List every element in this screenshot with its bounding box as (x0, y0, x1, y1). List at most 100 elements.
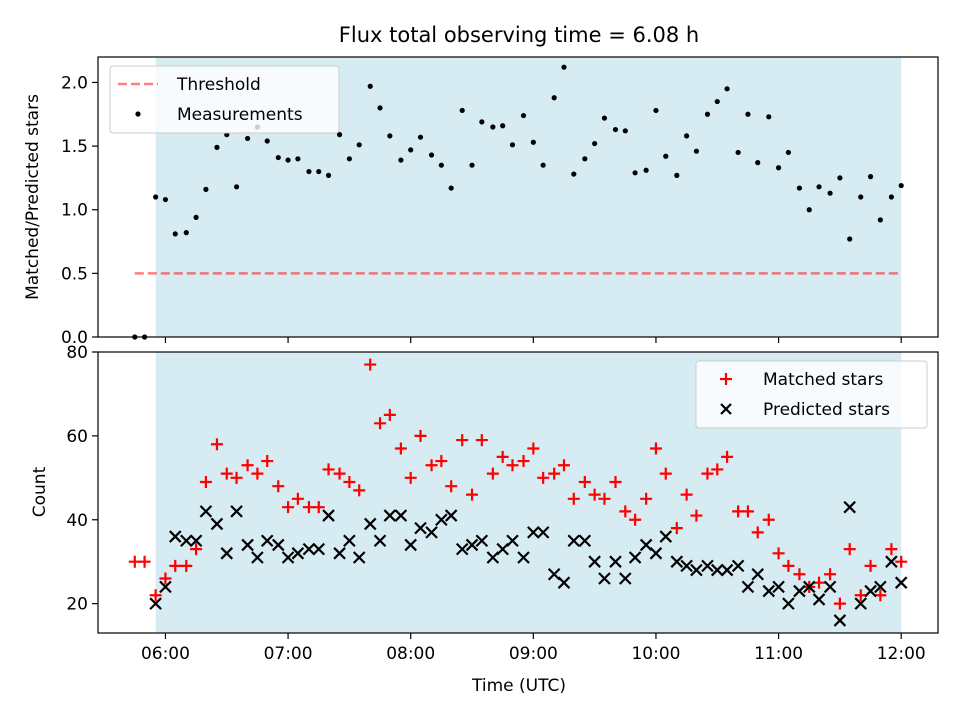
predicted-star-point (751, 568, 765, 581)
matched-star-point (220, 467, 233, 480)
measurement-point (745, 111, 751, 117)
measurement-point (643, 167, 649, 173)
matched-star-point (190, 543, 203, 556)
legend-threshold-label: Threshold (176, 75, 261, 95)
matched-star-point (322, 463, 335, 476)
predicted-star-point (619, 572, 632, 585)
matched-star-point (282, 501, 295, 514)
matched-star-point (312, 501, 325, 514)
top-legend: Threshold Measurements (109, 65, 340, 134)
measurement-point (714, 98, 720, 105)
matched-star-point (272, 480, 285, 493)
matched-star-point (567, 492, 580, 505)
matched-star-point (291, 492, 304, 505)
bottom-x-tick-label: 06:00 (141, 644, 190, 664)
predicted-star-point (874, 580, 887, 594)
bottom-y-tick-label: 20 (66, 595, 88, 615)
matched-star-point (138, 555, 151, 568)
matched-star-point (425, 459, 438, 472)
predicted-star-point (864, 584, 877, 598)
measurement-point (325, 172, 332, 178)
predicted-star-point (649, 547, 663, 560)
predicted-star-point (762, 584, 776, 598)
measurement-point (183, 230, 189, 236)
measurement-point (203, 186, 209, 192)
predicted-star-point (189, 534, 203, 548)
predicted-star-point (168, 530, 182, 543)
predicted-star-point (793, 584, 806, 598)
predicted-star-point (598, 572, 611, 585)
matched-star-point (548, 467, 561, 480)
top-y-axis-label: Matched/Predicted stars (23, 94, 43, 300)
measurement-point (592, 140, 598, 147)
matched-star-point (180, 559, 193, 572)
bottom-legend-box (695, 360, 928, 429)
bottom-x-tick-label: 09:00 (509, 644, 558, 664)
legend-matched-label: Matched stars (763, 370, 883, 390)
matched-star-point (762, 513, 775, 526)
predicted-star-point (782, 597, 795, 610)
bottom-y-tick-label: 60 (66, 427, 88, 447)
matched-star-point (895, 555, 908, 568)
measurement-point (898, 182, 904, 189)
predicted-star-point (527, 526, 540, 539)
measurement-point (408, 147, 414, 153)
measurement-point (663, 153, 669, 159)
matched-star-point (261, 455, 274, 468)
matched-star-point (680, 488, 693, 501)
matched-star-point (772, 547, 785, 560)
measurement-point (233, 184, 240, 190)
top-legend-box (109, 65, 340, 134)
predicted-star-point (444, 509, 458, 522)
measurement-point (367, 83, 373, 89)
measurement-point (858, 194, 864, 200)
predicted-star-point (394, 509, 408, 522)
measurement-point (724, 86, 730, 92)
predicted-star-point (567, 534, 581, 548)
matched-star-point (517, 455, 530, 468)
bottom-axes-frame (97, 351, 939, 634)
predicted-star-point (404, 538, 417, 552)
measurement-point (469, 162, 475, 168)
matched-star-point (230, 471, 243, 484)
predicted-star-point (690, 563, 703, 577)
predicted-star-point (659, 530, 673, 543)
matched-star-point (629, 513, 642, 526)
predicted-star-point (251, 551, 264, 564)
matched-star-point (598, 492, 611, 505)
bottom-legend: Matched stars Predicted stars (695, 360, 928, 429)
predicted-star-point (894, 576, 908, 589)
matched-star-point (751, 526, 764, 539)
measurement-point (622, 128, 628, 134)
matched-star-point (609, 476, 622, 489)
top-y-tick-label: 0.5 (61, 264, 88, 284)
measurement-point (428, 152, 435, 158)
predicted-star-point (271, 538, 285, 552)
matched-star-point (169, 559, 182, 572)
top-y-tick-label: 0.0 (61, 328, 88, 348)
measurement-point (245, 135, 251, 142)
measurement-point (653, 107, 659, 114)
measurement-point (632, 170, 638, 176)
matched-star-point (343, 476, 356, 489)
matched-star-point (813, 576, 826, 589)
measurement-point (601, 115, 608, 121)
matched-star-point (874, 589, 887, 602)
predicted-star-point (312, 542, 326, 556)
matched-star-point (435, 455, 448, 468)
matched-star-point (782, 559, 795, 572)
measurement-point (275, 154, 281, 161)
top-y-tick-label: 1.5 (61, 137, 88, 157)
bottom-x-tick-label: 10:00 (631, 644, 680, 664)
predicted-star-point (291, 547, 305, 560)
matched-star-point (721, 450, 734, 463)
predicted-star-point (210, 517, 224, 531)
measurement-point (530, 139, 536, 145)
matched-star-point (486, 467, 499, 480)
legend-matched-swatch (720, 373, 732, 385)
predicted-star-point (741, 580, 755, 594)
matched-star-point (394, 442, 407, 455)
legend-measurements-label: Measurements (177, 105, 303, 125)
predicted-star-point (343, 534, 356, 548)
